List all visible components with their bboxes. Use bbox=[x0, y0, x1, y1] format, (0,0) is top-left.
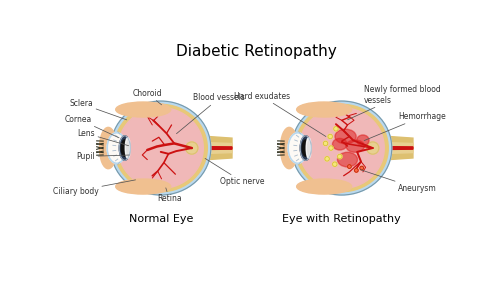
Text: Lens: Lens bbox=[78, 129, 128, 146]
Ellipse shape bbox=[332, 138, 347, 150]
Text: Choroid: Choroid bbox=[132, 89, 162, 105]
Ellipse shape bbox=[295, 104, 388, 192]
Polygon shape bbox=[196, 142, 232, 154]
Text: Blood vessels: Blood vessels bbox=[176, 93, 246, 134]
Polygon shape bbox=[196, 147, 232, 150]
Text: Diabetic Retinopathy: Diabetic Retinopathy bbox=[176, 44, 336, 59]
Text: Ciliary body: Ciliary body bbox=[54, 180, 136, 196]
Circle shape bbox=[366, 142, 379, 154]
Ellipse shape bbox=[296, 102, 352, 117]
Ellipse shape bbox=[292, 101, 392, 195]
Circle shape bbox=[334, 127, 338, 131]
Polygon shape bbox=[377, 136, 413, 160]
Ellipse shape bbox=[114, 104, 208, 192]
Text: Aneurysm: Aneurysm bbox=[360, 170, 436, 193]
Ellipse shape bbox=[100, 127, 117, 169]
Text: Optic nerve: Optic nerve bbox=[205, 158, 265, 186]
Ellipse shape bbox=[335, 129, 356, 144]
Ellipse shape bbox=[300, 136, 311, 160]
Text: Retina: Retina bbox=[157, 188, 182, 203]
Ellipse shape bbox=[302, 140, 309, 156]
Text: Normal Eye: Normal Eye bbox=[128, 214, 193, 224]
Ellipse shape bbox=[299, 108, 384, 189]
Polygon shape bbox=[196, 136, 232, 160]
Circle shape bbox=[332, 162, 337, 166]
Ellipse shape bbox=[116, 179, 171, 194]
Ellipse shape bbox=[118, 108, 204, 189]
Circle shape bbox=[186, 142, 198, 154]
Text: Cornea: Cornea bbox=[65, 115, 119, 138]
Ellipse shape bbox=[296, 179, 352, 194]
Circle shape bbox=[325, 156, 330, 161]
Text: Sclera: Sclera bbox=[70, 99, 126, 120]
Ellipse shape bbox=[280, 127, 298, 169]
Polygon shape bbox=[377, 142, 413, 154]
Circle shape bbox=[354, 168, 358, 172]
Ellipse shape bbox=[346, 140, 364, 152]
Circle shape bbox=[348, 165, 352, 168]
Circle shape bbox=[328, 134, 332, 139]
Circle shape bbox=[324, 141, 328, 146]
Ellipse shape bbox=[107, 133, 126, 163]
Text: Hemorrhage: Hemorrhage bbox=[364, 112, 446, 141]
Circle shape bbox=[328, 146, 333, 150]
Ellipse shape bbox=[110, 101, 211, 195]
Text: Pupil: Pupil bbox=[76, 152, 130, 161]
Text: Newly formed blood
vessels: Newly formed blood vessels bbox=[348, 85, 441, 120]
Ellipse shape bbox=[356, 135, 369, 146]
Text: Hard exudates: Hard exudates bbox=[234, 91, 326, 137]
Ellipse shape bbox=[121, 140, 128, 156]
Ellipse shape bbox=[119, 136, 130, 160]
Ellipse shape bbox=[116, 102, 171, 117]
Ellipse shape bbox=[306, 138, 311, 158]
Ellipse shape bbox=[288, 133, 307, 163]
Ellipse shape bbox=[338, 152, 357, 167]
Text: Eye with Retinopathy: Eye with Retinopathy bbox=[282, 214, 401, 224]
Circle shape bbox=[360, 166, 364, 170]
Polygon shape bbox=[377, 147, 413, 150]
Circle shape bbox=[338, 154, 342, 159]
Ellipse shape bbox=[125, 138, 130, 158]
